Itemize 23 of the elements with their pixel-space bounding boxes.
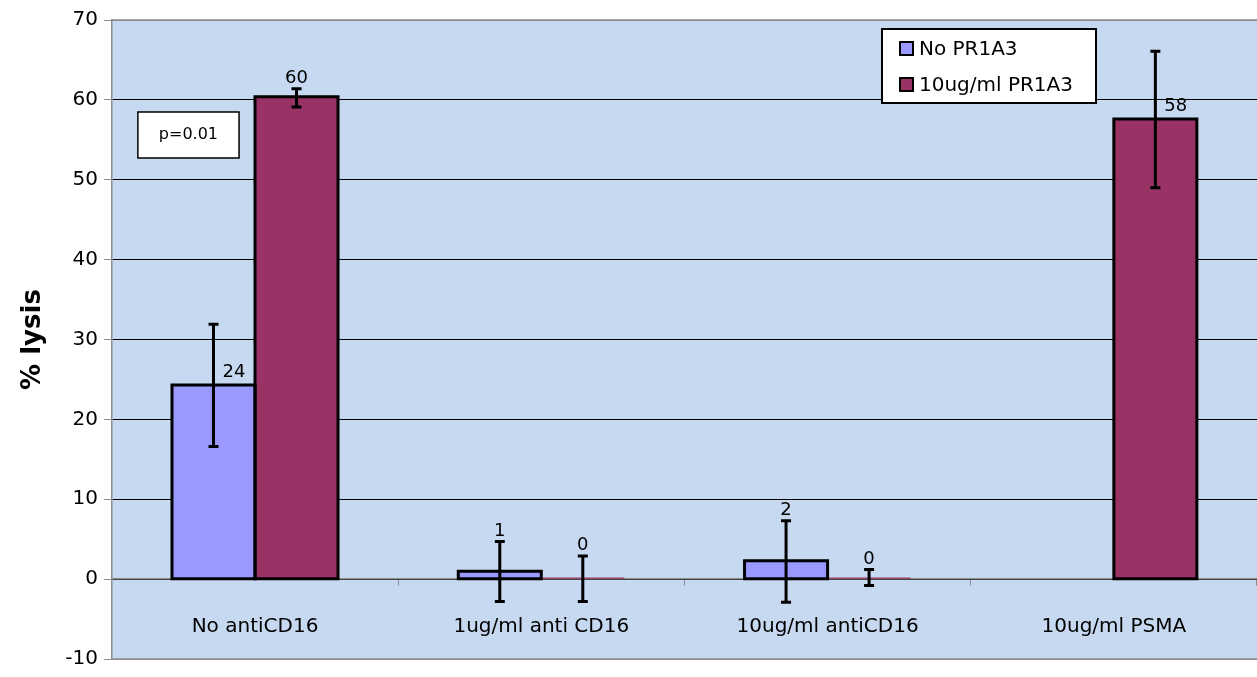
y-tick-label: 20 [72,405,98,430]
data-label: 1 [494,518,506,540]
y-tick-label: 50 [72,165,98,190]
y-tick-label: -10 [65,645,98,670]
data-label: 0 [577,532,589,554]
y-tick-label: 70 [72,6,98,31]
y-tick-label: 0 [85,565,98,590]
y-tick-label: 30 [72,325,98,350]
y-tick-label: 60 [72,86,98,111]
legend-label: 10ug/ml PR1A3 [918,72,1073,96]
legend-label: No PR1A3 [918,36,1018,60]
x-tick-label: 10ug/ml PSMA [1041,613,1187,638]
data-label: 60 [285,65,308,87]
data-label: 24 [222,360,246,382]
annotation: p=0.01 [158,124,219,144]
y-tick-label: 40 [72,245,98,270]
data-label: 0 [863,546,875,568]
data-label: 2 [780,497,792,519]
x-tick-label: No antiCD16 [191,613,319,638]
x-tick-label: 1ug/ml anti CD16 [453,613,630,638]
y-tick-label: 10 [72,485,98,510]
y-axis-title: % lysis [16,289,47,390]
x-tick-label: 10ug/ml antiCD16 [736,613,919,638]
